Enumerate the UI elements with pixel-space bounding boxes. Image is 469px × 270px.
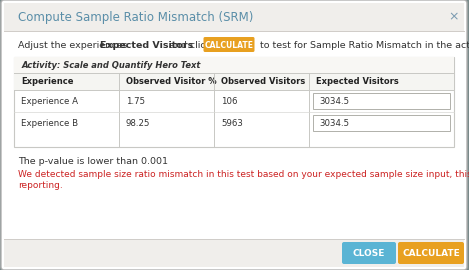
- Bar: [14, 73, 454, 90]
- Text: Adjust the experiences: Adjust the experiences: [18, 40, 130, 49]
- Text: Expected Visitors: Expected Visitors: [316, 77, 399, 86]
- FancyBboxPatch shape: [398, 242, 464, 264]
- Text: 1.75: 1.75: [126, 96, 145, 106]
- Bar: [313, 93, 450, 109]
- Text: ×: ×: [449, 11, 459, 23]
- Text: CALCULATE: CALCULATE: [402, 248, 460, 258]
- Text: and click: and click: [166, 40, 214, 49]
- Text: Expected Visitors: Expected Visitors: [99, 40, 193, 49]
- Text: Experience B: Experience B: [21, 119, 78, 127]
- Text: 5963: 5963: [221, 119, 243, 127]
- Bar: [14, 57, 454, 73]
- Text: 106: 106: [221, 96, 237, 106]
- Text: CLOSE: CLOSE: [353, 248, 385, 258]
- Text: CALCULATE: CALCULATE: [204, 40, 254, 49]
- Text: We detected sample size ratio mismatch in this test based on your expected sampl: We detected sample size ratio mismatch i…: [18, 170, 469, 179]
- Bar: [4, 239, 464, 267]
- Text: Compute Sample Ratio Mismatch (SRM): Compute Sample Ratio Mismatch (SRM): [18, 11, 253, 23]
- Text: 98.25: 98.25: [126, 119, 151, 127]
- Text: 3034.5: 3034.5: [319, 96, 349, 106]
- Text: Observed Visitors: Observed Visitors: [221, 77, 305, 86]
- FancyBboxPatch shape: [342, 242, 396, 264]
- Text: Experience: Experience: [21, 77, 74, 86]
- FancyBboxPatch shape: [204, 37, 255, 52]
- Bar: [4, 3, 464, 31]
- Text: Activity: Scale and Quantify Hero Text: Activity: Scale and Quantify Hero Text: [22, 60, 201, 69]
- Text: 3034.5: 3034.5: [319, 119, 349, 127]
- Text: The p-value is lower than 0.001: The p-value is lower than 0.001: [18, 157, 168, 166]
- Text: reporting.: reporting.: [18, 181, 63, 190]
- Bar: [14, 57, 454, 147]
- Text: Observed Visitor %: Observed Visitor %: [126, 77, 217, 86]
- Text: to test for Sample Ratio Mismatch in the activity.: to test for Sample Ratio Mismatch in the…: [257, 40, 469, 49]
- Text: Experience A: Experience A: [21, 96, 78, 106]
- Bar: [313, 115, 450, 131]
